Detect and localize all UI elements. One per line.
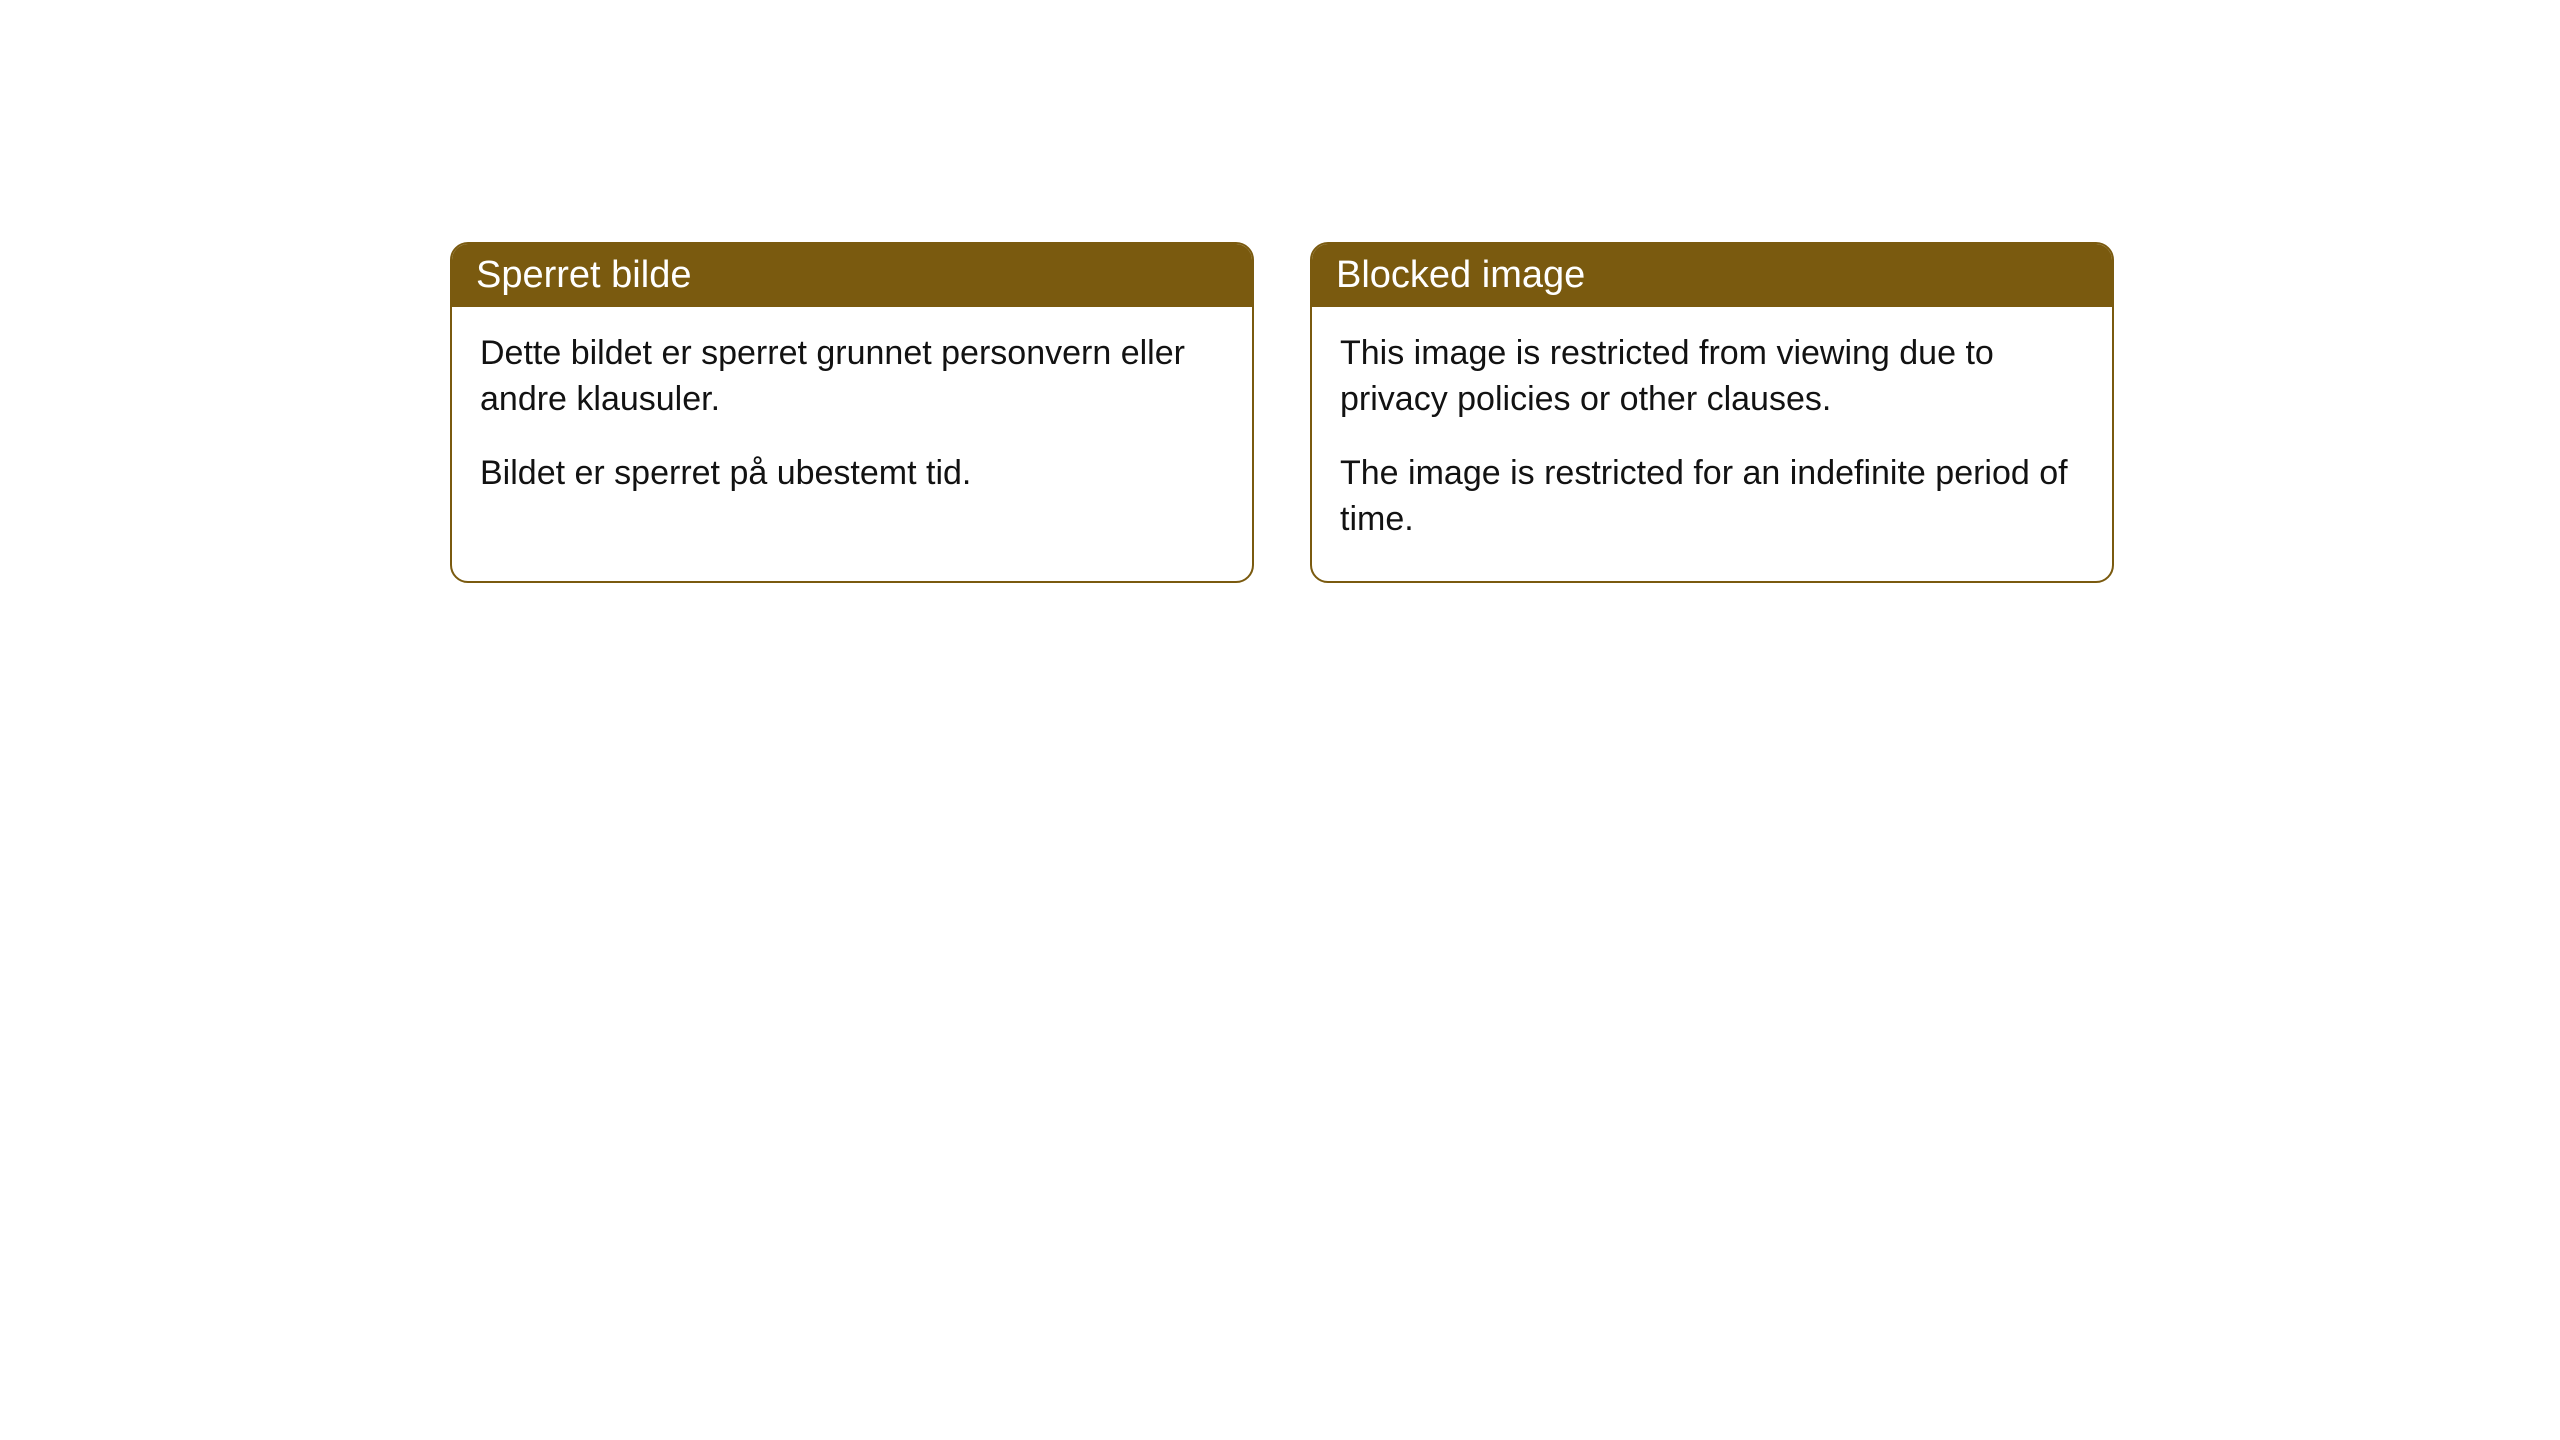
card-body-no: Dette bildet er sperret grunnet personve… bbox=[452, 307, 1252, 535]
blocked-image-card-no: Sperret bilde Dette bildet er sperret gr… bbox=[450, 242, 1254, 583]
blocked-image-card-en: Blocked image This image is restricted f… bbox=[1310, 242, 2114, 583]
card-body-en: This image is restricted from viewing du… bbox=[1312, 307, 2112, 581]
cards-container: Sperret bilde Dette bildet er sperret gr… bbox=[450, 242, 2114, 583]
card-title-no: Sperret bilde bbox=[476, 254, 691, 296]
card-para2-no: Bildet er sperret på ubestemt tid. bbox=[480, 451, 1224, 497]
card-para1-en: This image is restricted from viewing du… bbox=[1340, 331, 2084, 423]
card-header-en: Blocked image bbox=[1312, 244, 2112, 307]
card-para2-en: The image is restricted for an indefinit… bbox=[1340, 451, 2084, 543]
card-title-en: Blocked image bbox=[1336, 254, 1585, 296]
card-header-no: Sperret bilde bbox=[452, 244, 1252, 307]
card-para1-no: Dette bildet er sperret grunnet personve… bbox=[480, 331, 1224, 423]
